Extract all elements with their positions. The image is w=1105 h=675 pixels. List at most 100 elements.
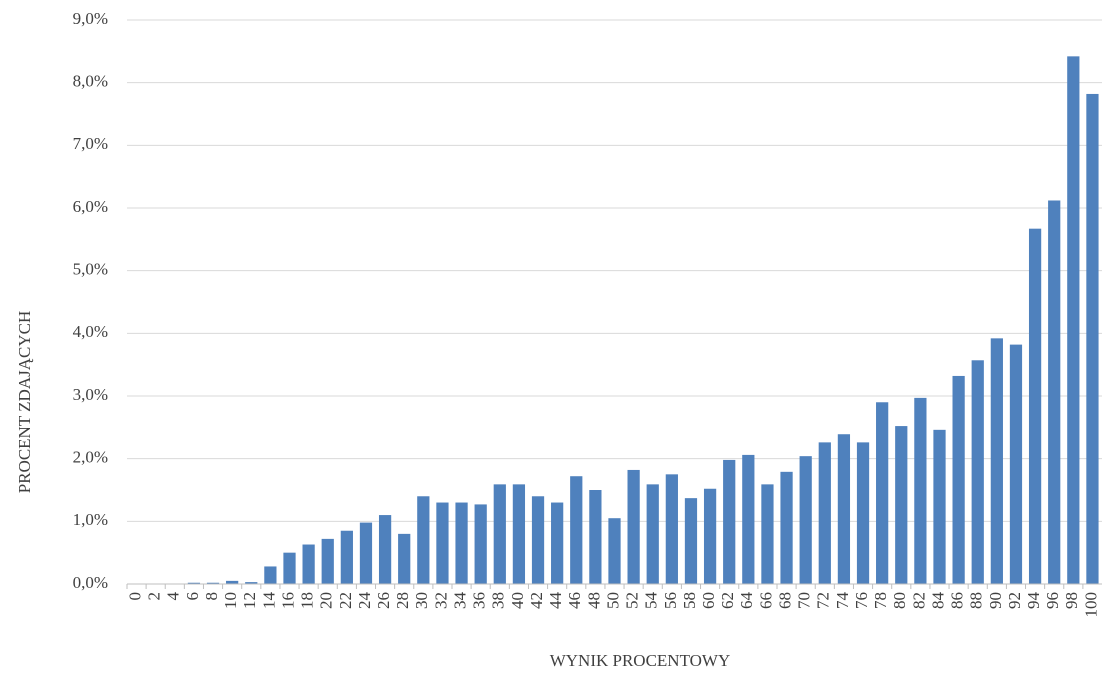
bar (665, 474, 678, 584)
bar (206, 582, 220, 584)
x-tick-label: 96 (1043, 592, 1062, 609)
x-tick-label: 46 (565, 592, 584, 609)
bar (990, 338, 1003, 584)
bar (703, 488, 717, 584)
bar (684, 498, 698, 584)
x-tick-label: 10 (221, 592, 240, 609)
x-tick-label: 64 (737, 592, 756, 610)
x-tick-label: 52 (623, 592, 642, 609)
x-tick-label: 24 (355, 592, 374, 610)
bar (1086, 93, 1099, 585)
bar (570, 476, 583, 584)
bar (359, 522, 373, 584)
x-tick-label: 72 (814, 592, 833, 609)
x-tick-label: 38 (489, 592, 508, 609)
bar (646, 484, 659, 584)
x-tick-label: 100 (1081, 592, 1100, 618)
bar (340, 530, 353, 584)
y-axis-title: PROCENT ZDAJĄCYCH (15, 311, 34, 493)
x-tick-label: 66 (756, 592, 775, 609)
bar (723, 459, 736, 584)
x-tick-label: 8 (202, 592, 221, 601)
x-tick-label: 58 (680, 592, 699, 609)
x-tick-label: 28 (393, 592, 412, 609)
x-tick-label: 48 (584, 592, 603, 609)
x-tick-label: 62 (718, 592, 737, 609)
x-tick-label: 14 (259, 592, 278, 610)
x-tick-label: 26 (374, 592, 393, 609)
x-tick-label: 76 (852, 592, 871, 609)
bar (971, 360, 984, 584)
bar (398, 533, 411, 584)
bar (302, 544, 315, 584)
bar (474, 504, 487, 584)
bar (531, 496, 545, 584)
x-tick-label: 42 (527, 592, 546, 609)
y-tick-label: 1,0% (73, 510, 108, 529)
bar (876, 402, 889, 584)
y-tick-label: 6,0% (73, 197, 108, 216)
x-tick-label: 40 (508, 592, 527, 609)
x-tick-label: 6 (183, 592, 202, 601)
bar (780, 471, 793, 584)
bar (799, 456, 812, 584)
bar (837, 434, 851, 584)
bar (1067, 56, 1080, 584)
x-tick-label: 2 (145, 592, 164, 601)
bar (187, 582, 201, 584)
bar (818, 442, 831, 584)
x-tick-label: 0 (125, 592, 144, 601)
x-tick-label: 88 (967, 592, 986, 609)
x-tick-label: 54 (642, 592, 661, 610)
bar (1048, 200, 1061, 585)
bar (761, 484, 774, 584)
x-tick-label: 30 (412, 592, 431, 609)
y-tick-label: 5,0% (73, 260, 108, 279)
bar (245, 582, 258, 584)
bar (742, 454, 755, 584)
x-tick-label: 36 (470, 592, 489, 609)
x-tick-label: 92 (1005, 592, 1024, 609)
bar (378, 515, 392, 584)
x-axis-title: WYNIK PROCENTOWY (550, 651, 731, 670)
bar (1009, 344, 1023, 584)
x-tick-label: 80 (890, 592, 909, 609)
x-tick-label: 4 (164, 592, 183, 601)
x-tick-label: 22 (336, 592, 355, 609)
y-tick-label: 7,0% (73, 134, 108, 153)
y-tick-label: 3,0% (73, 385, 108, 404)
bar (226, 580, 239, 584)
bar (589, 490, 602, 584)
x-tick-label: 86 (948, 592, 967, 609)
x-tick-label: 16 (278, 592, 297, 609)
y-tick-label: 9,0% (73, 9, 108, 28)
x-tick-label: 56 (661, 592, 680, 609)
x-tick-label: 90 (986, 592, 1005, 609)
bar (321, 538, 334, 584)
x-tick-label: 32 (431, 592, 450, 609)
y-tick-label: 0,0% (73, 573, 108, 592)
bar (608, 518, 621, 584)
y-tick-label: 4,0% (73, 322, 108, 341)
x-tick-label: 34 (450, 592, 469, 610)
bar (417, 496, 430, 584)
bar (914, 397, 927, 584)
x-tick-label: 18 (298, 592, 317, 609)
bar (283, 552, 296, 584)
x-tick-label: 98 (1062, 592, 1081, 609)
bar (493, 484, 506, 584)
x-tick-label: 84 (928, 592, 947, 610)
bar (1028, 228, 1042, 584)
x-tick-label: 74 (833, 592, 852, 610)
x-tick-label: 68 (775, 592, 794, 609)
bar (512, 484, 526, 584)
x-tick-label: 70 (795, 592, 814, 609)
x-tick-label: 94 (1024, 592, 1043, 610)
x-tick-label: 50 (603, 592, 622, 609)
bar (895, 426, 908, 584)
x-tick-label: 12 (240, 592, 259, 609)
x-tick-label: 82 (909, 592, 928, 609)
bar (856, 442, 870, 584)
bar (264, 566, 277, 584)
